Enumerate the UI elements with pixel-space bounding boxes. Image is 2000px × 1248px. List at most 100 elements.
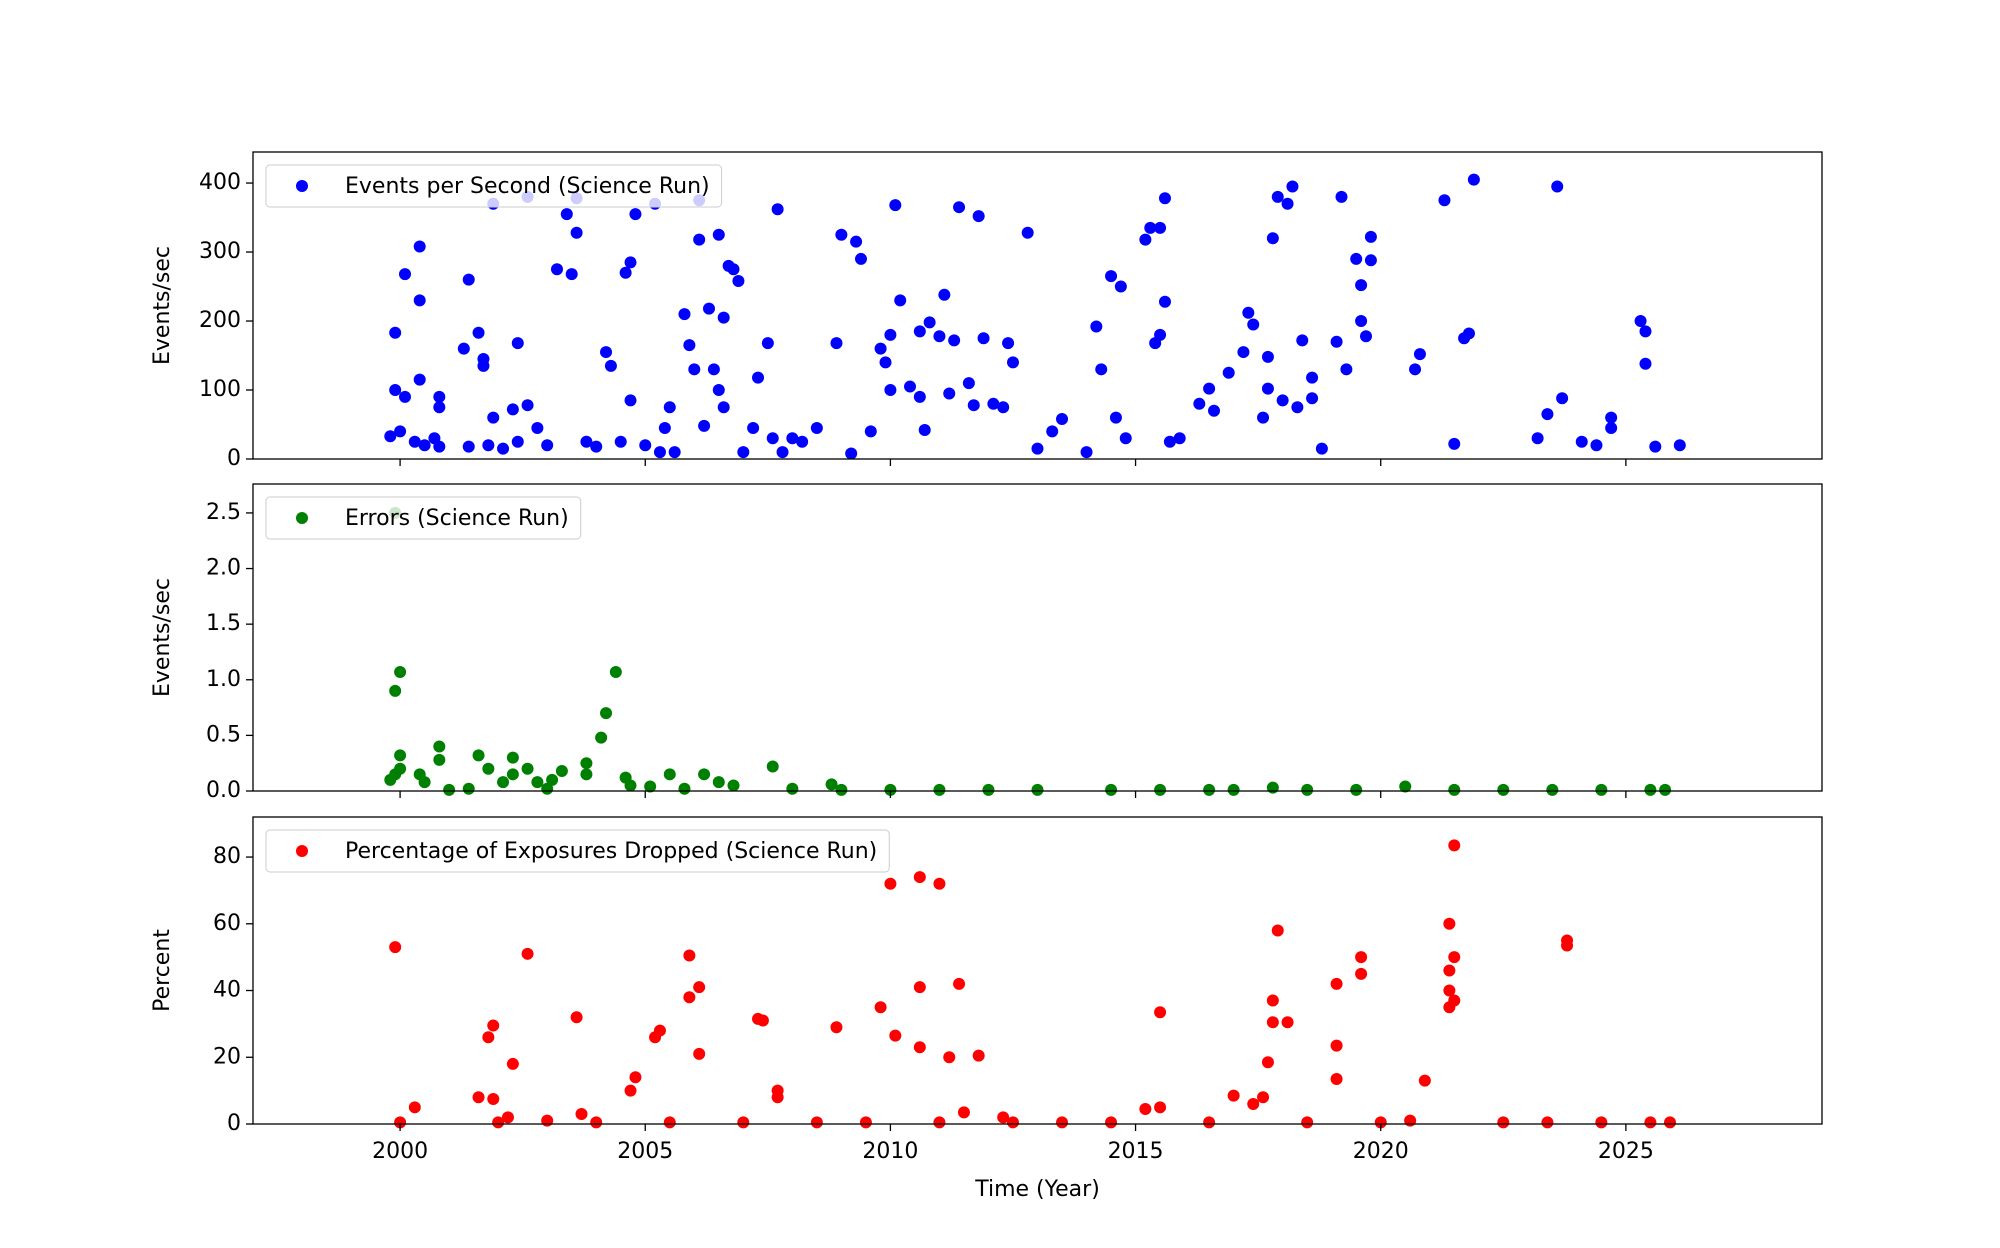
axes-frame	[252, 151, 1823, 460]
data-point	[1551, 180, 1564, 193]
data-point	[663, 768, 676, 781]
data-point	[771, 203, 784, 216]
data-point	[1374, 1116, 1387, 1129]
legend-marker	[296, 845, 308, 857]
y-tick-label: 0.5	[206, 722, 241, 747]
data-point	[830, 1021, 843, 1034]
data-point	[957, 1106, 970, 1119]
data-point	[1443, 964, 1456, 977]
x-tick-label: 2010	[862, 1139, 918, 1164]
data-point	[580, 757, 593, 770]
data-point	[1306, 371, 1319, 384]
data-point	[590, 440, 603, 453]
data-point	[653, 1024, 666, 1037]
data-point	[506, 768, 519, 781]
data-point	[1144, 221, 1157, 234]
data-point	[1664, 1116, 1677, 1129]
data-point	[1227, 783, 1240, 796]
data-point	[541, 1114, 554, 1127]
data-point	[1590, 439, 1603, 452]
data-point	[752, 371, 765, 384]
data-point	[1154, 783, 1167, 796]
data-point	[511, 435, 524, 448]
data-point	[683, 991, 696, 1004]
data-point	[550, 263, 563, 276]
data-point	[1227, 1089, 1240, 1102]
data-point	[629, 1071, 642, 1084]
data-point	[501, 1111, 514, 1124]
data-point	[384, 430, 397, 443]
data-point	[1154, 1006, 1167, 1019]
y-tick-label: 20	[213, 1044, 241, 1069]
data-point	[972, 210, 985, 223]
data-point	[629, 208, 642, 221]
data-point	[1158, 192, 1171, 205]
data-point	[1409, 363, 1422, 376]
data-point	[859, 1116, 872, 1129]
data-point	[653, 446, 666, 459]
data-point	[1649, 440, 1662, 453]
data-point	[1006, 1116, 1019, 1129]
data-point	[413, 240, 426, 253]
data-point	[1266, 781, 1279, 794]
data-point	[389, 384, 402, 397]
data-point	[1355, 951, 1368, 964]
data-point	[1046, 425, 1059, 438]
data-point	[394, 665, 407, 678]
data-point	[693, 981, 706, 994]
data-point	[639, 439, 652, 452]
data-point	[1271, 190, 1284, 203]
data-point	[1002, 337, 1015, 350]
data-point	[1448, 783, 1461, 796]
data-point	[962, 377, 975, 390]
data-point	[1399, 780, 1412, 793]
data-point	[761, 337, 774, 350]
data-point	[1173, 432, 1186, 445]
data-point	[879, 356, 892, 369]
data-point	[825, 778, 838, 791]
data-point	[1497, 1116, 1510, 1129]
legend-label: Errors (Science Run)	[345, 506, 569, 531]
data-point	[541, 782, 554, 795]
data-point	[1355, 279, 1368, 292]
data-point	[394, 1116, 407, 1129]
data-point	[477, 359, 490, 372]
data-point	[967, 399, 980, 412]
data-point	[1340, 363, 1353, 376]
data-point	[1595, 1116, 1608, 1129]
data-point	[600, 707, 613, 720]
data-point	[913, 390, 926, 403]
data-point	[1006, 356, 1019, 369]
data-point	[609, 665, 622, 678]
data-point	[1247, 318, 1260, 331]
data-point	[1634, 315, 1647, 328]
data-point	[884, 877, 897, 890]
data-point	[810, 421, 823, 434]
data-point	[727, 779, 740, 792]
data-point	[1556, 392, 1569, 405]
data-point	[398, 390, 411, 403]
data-point	[1605, 421, 1618, 434]
data-point	[1296, 334, 1309, 347]
legend-box	[265, 496, 582, 540]
data-point	[482, 439, 495, 452]
data-point	[443, 783, 456, 796]
data-point	[1546, 783, 1559, 796]
data-point	[531, 776, 544, 789]
data-point	[693, 1047, 706, 1060]
data-point	[702, 302, 715, 315]
data-point	[1271, 924, 1284, 937]
data-point	[1281, 197, 1294, 210]
data-point	[1443, 917, 1456, 930]
data-point	[776, 446, 789, 459]
data-point	[482, 1031, 495, 1044]
y-tick-label: 0	[227, 1111, 241, 1136]
data-point	[1021, 226, 1034, 239]
data-point	[953, 977, 966, 990]
data-point	[835, 228, 848, 241]
data-point	[487, 1092, 500, 1105]
data-point	[1575, 435, 1588, 448]
data-point	[1247, 1097, 1260, 1110]
data-point	[943, 387, 956, 400]
